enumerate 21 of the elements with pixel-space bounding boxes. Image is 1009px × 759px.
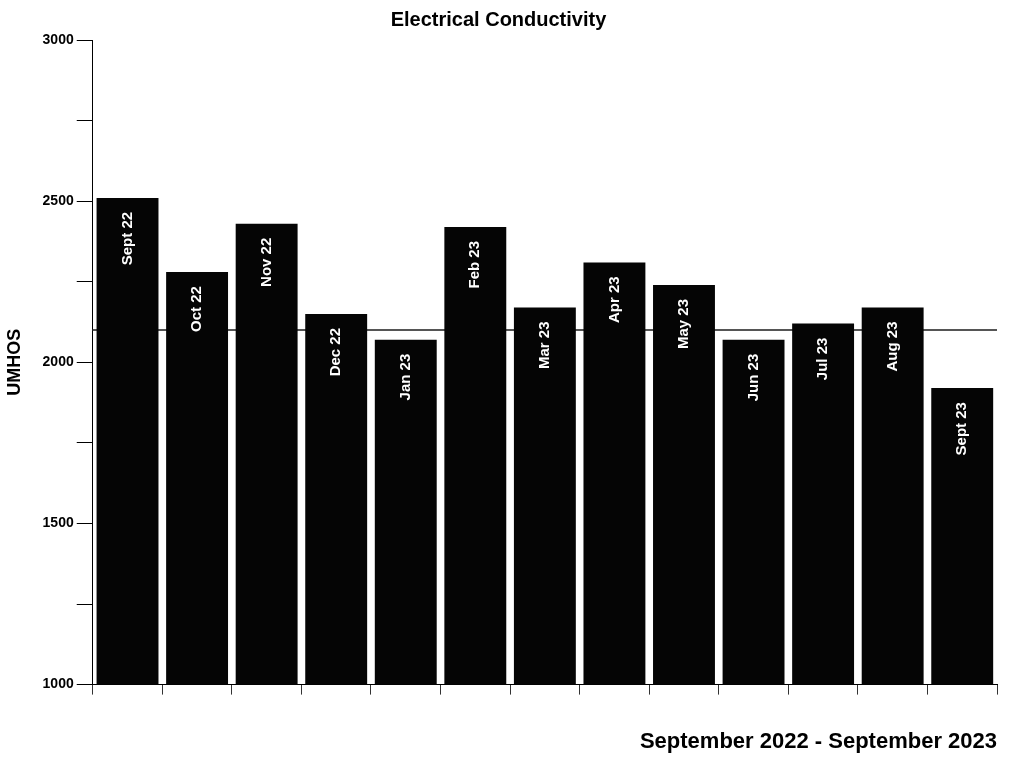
chart-title: Electrical Conductivity [390,7,608,30]
y-tick-label: 2000 [42,353,74,370]
y-tick-label: 2500 [42,192,74,209]
x-tick-label: Jul 23 [813,337,831,381]
x-tick-label: Dec 22 [326,327,344,377]
y-tick-label: 3000 [42,30,74,47]
x-tick-label: Sept 23 [952,402,970,456]
x-tick-label: Jun 23 [743,353,761,402]
x-tick-label: Apr 23 [604,276,622,324]
y-tick-label: 1000 [42,675,74,692]
x-tick-label: Oct 22 [187,286,205,332]
x-tick-label: Feb 23 [465,240,483,289]
x-tick-label: Sept 22 [117,211,135,266]
x-tick-label: Nov 22 [256,237,274,287]
x-axis-title: September 2022 - September 2023 [639,727,997,753]
x-tick-label: Mar 23 [535,321,553,370]
x-tick-label: May 23 [674,298,692,349]
x-tick-label: Jan 23 [395,353,413,401]
x-tick-label: Aug 23 [882,321,900,372]
y-axis-title: UMHOS [3,328,24,396]
y-tick-label: 1500 [42,514,74,531]
